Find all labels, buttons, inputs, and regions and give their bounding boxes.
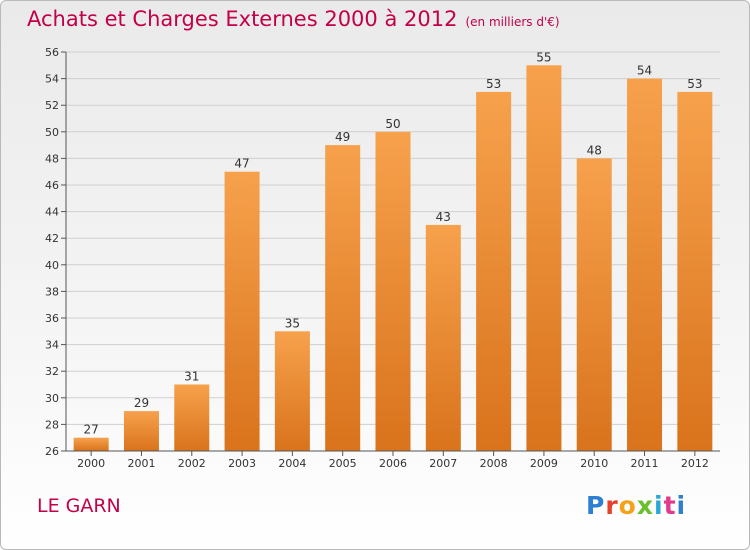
logo-letter: t	[663, 491, 677, 520]
y-tick-label: 32	[45, 365, 59, 378]
value-label: 31	[184, 370, 199, 384]
axis-layer: 26 28 30 32 34 36 38 40 42 44 46 48 50 52 54 56 27 2000 29…	[45, 46, 720, 470]
logo-letter: o	[618, 491, 637, 520]
bar	[224, 171, 260, 451]
y-tick-label: 52	[45, 99, 59, 112]
bar	[627, 78, 663, 451]
x-tick-label: 2000	[77, 457, 105, 470]
y-tick-label: 50	[45, 126, 59, 139]
value-label: 47	[234, 157, 249, 171]
y-tick-label: 36	[45, 312, 59, 325]
x-tick-label: 2004	[278, 457, 306, 470]
proxiti-logo: Proxiti	[586, 491, 686, 520]
chart-title-text: Achats et Charges Externes 2000 à 2012	[27, 7, 458, 31]
logo-letter: P	[586, 491, 606, 520]
value-label: 55	[536, 50, 551, 64]
bar	[73, 437, 109, 451]
place-name: LE GARN	[37, 495, 121, 517]
value-label: 53	[687, 77, 702, 91]
value-label: 53	[486, 77, 501, 91]
bar	[526, 65, 562, 452]
bar-layer	[73, 65, 713, 452]
value-label: 48	[587, 143, 602, 157]
y-tick-label: 26	[45, 445, 59, 458]
bar	[174, 384, 210, 451]
bar	[375, 131, 411, 452]
logo-letter: i	[676, 491, 687, 520]
y-tick-label: 30	[45, 392, 59, 405]
logo-letter: x	[636, 491, 654, 520]
bar	[425, 224, 461, 451]
x-tick-label: 2011	[631, 457, 659, 470]
y-tick-label: 38	[45, 285, 59, 298]
bar	[677, 91, 713, 452]
value-label: 50	[385, 117, 400, 131]
chart-subtitle: (en milliers d'€)	[465, 15, 560, 29]
x-tick-label: 2007	[429, 457, 457, 470]
x-tick-label: 2006	[379, 457, 407, 470]
x-tick-label: 2010	[580, 457, 608, 470]
bar	[576, 158, 612, 451]
x-tick-label: 2012	[681, 457, 709, 470]
x-tick-label: 2009	[530, 457, 558, 470]
bar	[476, 91, 512, 452]
logo-letter: r	[605, 491, 619, 520]
y-tick-label: 48	[45, 152, 59, 165]
y-tick-label: 46	[45, 179, 59, 192]
value-label: 27	[84, 423, 99, 437]
y-tick-label: 54	[45, 73, 59, 86]
bar	[274, 331, 310, 451]
bar	[325, 145, 361, 451]
value-label: 29	[134, 396, 149, 410]
y-tick-label: 42	[45, 232, 59, 245]
x-tick-label: 2005	[329, 457, 357, 470]
y-tick-label: 40	[45, 259, 59, 272]
bar	[123, 411, 159, 451]
value-label: 35	[285, 316, 300, 330]
x-tick-label: 2001	[127, 457, 155, 470]
value-label: 43	[436, 210, 451, 224]
y-tick-label: 28	[45, 418, 59, 431]
x-tick-label: 2008	[480, 457, 508, 470]
y-tick-label: 56	[45, 46, 59, 59]
y-tick-label: 44	[45, 206, 59, 219]
value-label: 54	[637, 64, 652, 78]
x-tick-label: 2003	[228, 457, 256, 470]
x-tick-label: 2002	[178, 457, 206, 470]
logo-letter: i	[654, 491, 664, 520]
value-label: 49	[335, 130, 350, 144]
y-tick-label: 34	[45, 339, 59, 352]
chart-title: Achats et Charges Externes 2000 à 2012 (e…	[27, 7, 560, 31]
